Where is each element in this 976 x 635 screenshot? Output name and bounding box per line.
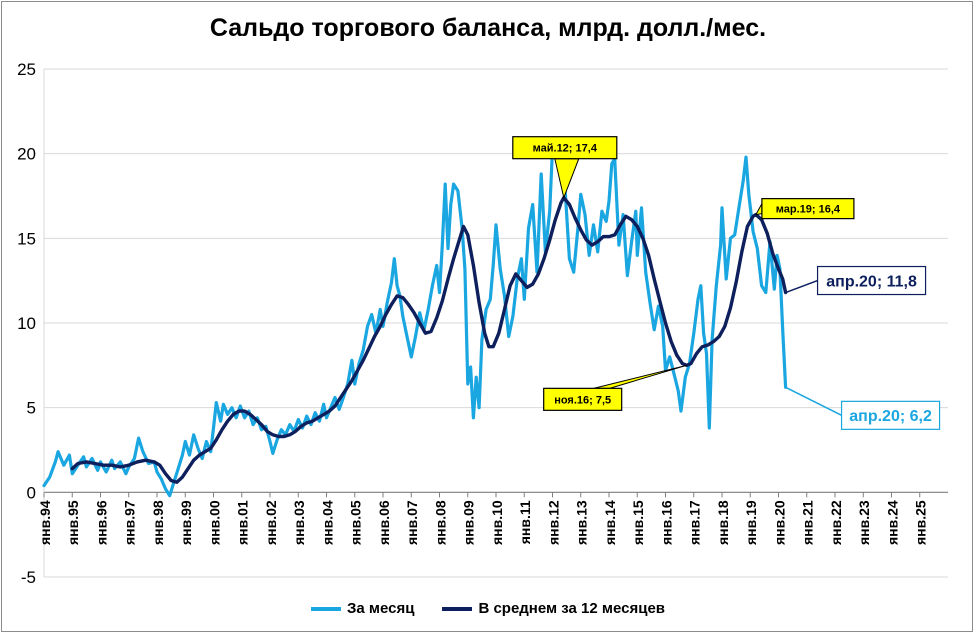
x-tick-label: янв.10	[489, 500, 505, 545]
x-tick-label: янв.05	[348, 500, 364, 545]
data-label: май.12; 17,4	[533, 143, 598, 155]
annotations: май.12; 17,4 мар.19; 16,4 ноя.16; 7,5 апр.2…	[512, 136, 941, 430]
x-tick-labels: янв.94 янв.95 янв.96 янв.97 янв.98 янв.99 янв.…	[37, 500, 929, 545]
x-tick-label: янв.09	[461, 500, 477, 545]
data-label: апр.20; 11,8	[826, 273, 917, 290]
callout-leader	[785, 386, 842, 417]
x-tick-label: янв.07	[404, 500, 420, 545]
legend-label-monthly: За месяц	[346, 600, 415, 617]
data-label: мар.19; 16,4	[776, 204, 841, 216]
legend-item-monthly: За месяц	[310, 600, 415, 617]
x-tick-label: янв.02	[263, 500, 279, 545]
x-tick-label: янв.04	[320, 500, 336, 545]
grid-lines	[43, 68, 948, 578]
series-line-monthly	[42, 147, 788, 498]
legend-swatch-monthly	[310, 606, 341, 611]
y-tick-label: -5	[21, 568, 36, 587]
x-tick-label: янв.14	[602, 500, 618, 545]
callout-box	[512, 136, 618, 160]
y-tick-label: 5	[27, 399, 36, 418]
legend-label-average: В среднем за 12 месяцев	[478, 600, 666, 617]
legend-item-average: В среднем за 12 месяцев	[442, 600, 665, 617]
x-tick-label: янв.25	[913, 500, 929, 545]
legend-swatch-average	[442, 606, 473, 611]
callout-box	[543, 387, 623, 411]
x-tick-label: янв.95	[65, 500, 81, 545]
x-tick-label: янв.99	[178, 500, 194, 545]
legend: За месяц В среднем за 12 месяцев	[0, 600, 976, 617]
x-tick-label: янв.01	[235, 500, 251, 545]
series-line-average	[70, 196, 788, 484]
x-tick-label: янв.11	[517, 500, 533, 544]
y-tick-label: 20	[17, 145, 36, 164]
callout-box	[840, 400, 941, 430]
x-tick-label: янв.22	[828, 500, 844, 545]
data-label: ноя.16; 7,5	[554, 394, 611, 406]
y-tick-label: 15	[17, 229, 36, 248]
x-tick-label: янв.13	[574, 500, 590, 545]
x-tick-label: янв.06	[376, 500, 392, 545]
x-tick-label: янв.24	[885, 500, 901, 545]
x-tick-label: янв.00	[207, 500, 223, 545]
y-tick-label: 0	[27, 483, 36, 502]
data-label: апр.20; 6,2	[849, 408, 932, 425]
x-tick-label: янв.21	[800, 500, 816, 545]
x-tick-label: янв.12	[546, 500, 562, 545]
callout-box	[761, 198, 855, 220]
x-tick-label: янв.17	[687, 500, 703, 545]
chart-title: Сальдо торгового баланса, млрд. долл./ме…	[209, 14, 767, 42]
callout-pointer	[593, 364, 687, 389]
callout-leader	[785, 279, 818, 294]
x-tick-label: янв.19	[743, 500, 759, 545]
callout-pointer	[754, 203, 763, 216]
x-tick-label: янв.97	[122, 500, 138, 545]
x-tick-label: янв.94	[37, 500, 53, 545]
x-tick-label: янв.03	[291, 500, 307, 545]
x-tick-label: янв.15	[630, 500, 646, 545]
y-tick-label: 25	[17, 60, 36, 79]
x-tick-label: янв.20	[772, 500, 788, 545]
x-tick-label: янв.96	[94, 500, 110, 545]
x-tick-label: янв.08	[433, 500, 449, 545]
x-tick-label: янв.98	[150, 500, 166, 545]
series-lines	[42, 147, 788, 498]
y-tick-labels: -5 0 5 10 15 20 25	[17, 60, 36, 587]
x-tick-label: янв.16	[659, 500, 675, 545]
callout-box	[816, 265, 927, 296]
y-tick-label: 10	[17, 314, 36, 333]
x-tick-label: янв.18	[715, 500, 731, 545]
x-tick-label: янв.23	[856, 500, 872, 545]
